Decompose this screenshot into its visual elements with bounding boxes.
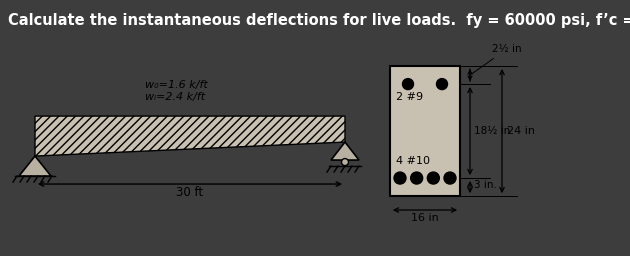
Text: 24 in: 24 in [507, 126, 535, 136]
Bar [390, 66, 460, 196]
Circle shape [394, 172, 406, 184]
Circle shape [411, 172, 423, 184]
Circle shape [427, 172, 439, 184]
Text: 30 ft: 30 ft [176, 186, 203, 199]
Text: 2 #9: 2 #9 [396, 92, 423, 102]
Text: 4 #10: 4 #10 [396, 156, 430, 166]
Text: 16 in: 16 in [411, 213, 439, 223]
Text: w₀=1.6 k/ft: w₀=1.6 k/ft [145, 80, 208, 90]
Text: wₗ=2.4 k/ft: wₗ=2.4 k/ft [145, 92, 205, 102]
Polygon shape [35, 116, 345, 156]
Polygon shape [19, 156, 51, 176]
Text: 2½ in: 2½ in [472, 44, 522, 73]
Text: Calculate the instantaneous deflections for live loads.  fy = 60000 psi, f’c = 4: Calculate the instantaneous deflections … [8, 13, 630, 28]
Circle shape [341, 158, 348, 166]
Circle shape [437, 79, 447, 90]
Circle shape [403, 79, 413, 90]
Polygon shape [331, 142, 359, 160]
Circle shape [444, 172, 456, 184]
Text: 3 in.: 3 in. [474, 180, 497, 190]
Text: 18½ in: 18½ in [474, 126, 510, 136]
